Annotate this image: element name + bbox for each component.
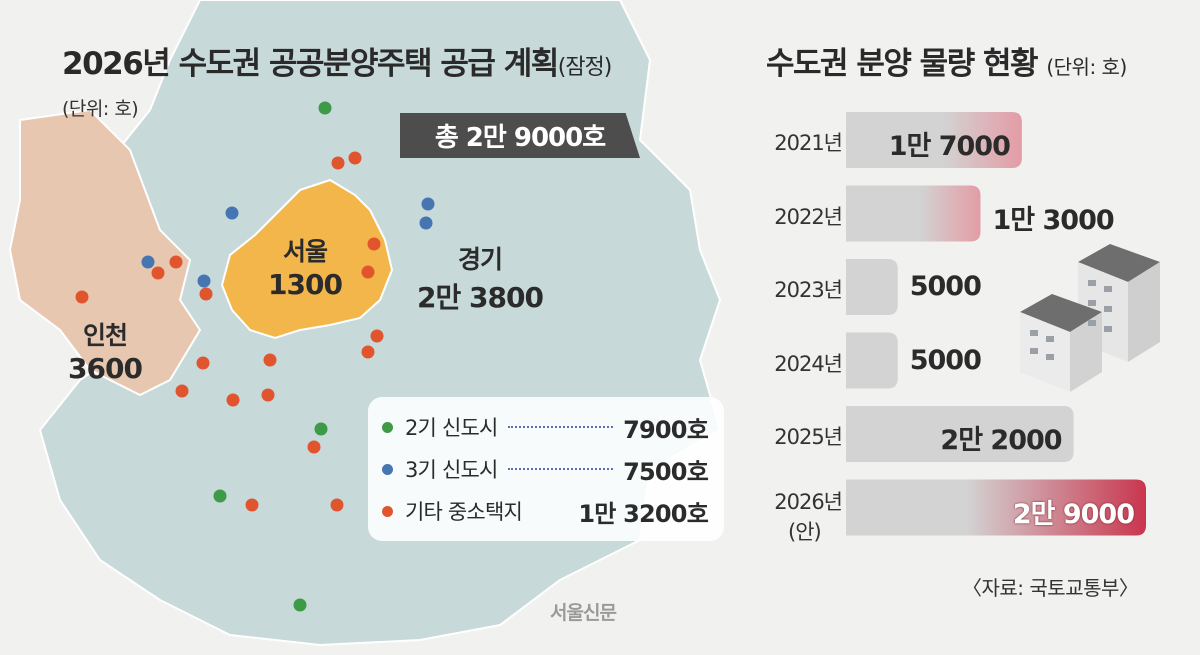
bar-value-label: 5000 [909,271,982,302]
map-dot [361,265,375,279]
legend-value: 7900호 [623,415,709,444]
bar-2021년 [846,112,1022,168]
bar-category-label: 2023년 [774,278,843,302]
map-unit: (단위: 호) [62,98,139,120]
region-value: 2만 3800 [417,281,544,314]
legend-item: 기타 중소택지 1만 3200호 [368,491,724,531]
legend-leader [507,426,614,428]
map-dot [318,101,332,115]
map-dot [293,598,307,612]
legend-label: 기타 중소택지 [405,500,523,524]
map-title-sub: (잠정) [557,55,613,80]
legend-dot [382,505,393,517]
map-dot [361,345,375,359]
region-name: 인천 [82,321,128,350]
bar-category-label: 2022년 [774,204,843,229]
legend-label: 2기 신도시 [405,416,498,440]
map-dot [213,489,227,503]
map-dot [245,498,259,512]
region-name: 경기 [457,245,503,274]
project-dots [75,101,435,612]
seoul-region [220,178,394,340]
map-dot [370,329,384,343]
newspaper-logo: 서울신문 [550,602,617,624]
map-dot [367,237,381,251]
bar-value-label: 1만 7000 [888,131,1011,162]
legend-leader [507,468,614,470]
map-dot [330,498,344,512]
legend-item: 3기 신도시 7500호 [368,449,724,489]
map-dot [263,353,277,367]
bar-category-label: 2025년 [774,425,843,449]
region-label-gyeonggi: 경기 2만 3800 [400,240,560,316]
region-label-incheon: 인천 3600 [50,316,160,385]
map-dot [151,266,165,280]
legend-dot [382,421,393,433]
map-dot [196,356,210,370]
region-value: 3600 [68,352,143,385]
map-dot [175,384,189,398]
chart-title: 수도권 분양 물량 현황 (단위: 호) [766,46,1127,82]
bar-category-label: 2026년 (안) [774,489,843,544]
map-dot [314,422,328,436]
bar-value-label: 2만 2000 [940,425,1062,456]
map-dot [419,216,433,230]
region-value: 1300 [268,268,343,301]
map-dot [226,393,240,407]
bar-2022년 [846,185,981,242]
map-dot [331,156,345,170]
legend-label: 3기 신도시 [405,458,498,482]
total-badge: 총 2만 9000호 [400,113,640,158]
map-legend: 2기 신도시 7900호 3기 신도시 7500호 기타 중소택지 1만 320… [368,397,724,541]
map-dot [199,287,213,301]
bar-category-label: 2024년 [774,351,843,376]
region-name: 서울 [282,237,328,266]
map-dot [421,197,435,211]
bar-2026년 [846,479,1146,536]
map-dot [307,440,321,454]
legend-dot [382,463,393,475]
bar-2024년 [846,332,898,389]
bar-value-label: 2만 9000 [1012,498,1135,530]
bar-value-label: 5000 [909,344,982,376]
legend-value: 7500호 [623,457,709,486]
bar-value-label: 1만 3000 [992,204,1114,236]
map-dot [348,151,362,165]
bar-2025년 [846,406,1074,462]
data-source: 〈자료: 국토교통부〉 [962,576,1139,600]
legend-value: 1만 3200호 [578,499,708,528]
incheon-region [8,108,202,397]
map-dot [197,274,211,288]
map-dot [75,290,89,304]
region-label-seoul: 서울 1300 [250,232,360,301]
map-dot [261,388,275,402]
chart-unit: (단위: 호) [1046,55,1127,79]
map-title: 2026년 수도권 공공분양주택 공급 계획(잠정) [62,46,613,82]
bar-2023년 [846,259,898,315]
map-dot [225,206,239,220]
map-dot [169,255,183,269]
legend-item: 2기 신도시 7900호 [368,407,724,447]
bar-category-label: 2021년 [774,131,843,155]
map-dot [141,255,155,269]
